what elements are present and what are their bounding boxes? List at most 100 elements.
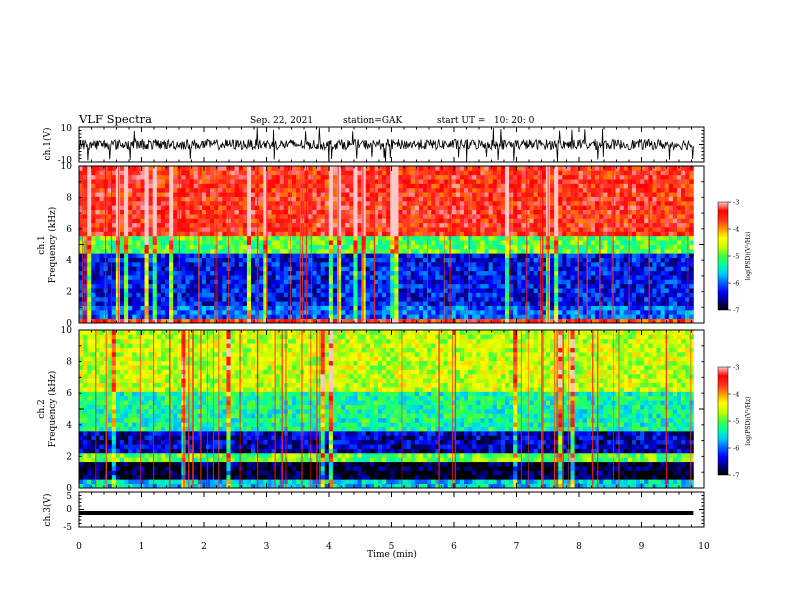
spectrogram-cell bbox=[558, 279, 563, 285]
spectrogram-cell bbox=[124, 279, 129, 285]
spectrogram-cell bbox=[173, 305, 178, 311]
spectrogram-cell bbox=[492, 235, 498, 241]
spectrogram-cell bbox=[386, 314, 391, 320]
spectrogram-cell bbox=[423, 253, 428, 258]
spectrogram-cell bbox=[128, 235, 133, 241]
spectrogram-cell bbox=[337, 261, 342, 267]
spectrogram-cell bbox=[132, 222, 137, 228]
spectrogram-cell bbox=[238, 318, 244, 324]
spectrogram-cell bbox=[464, 174, 469, 180]
spectrogram-cell bbox=[210, 231, 215, 237]
spectrogram-cell bbox=[418, 275, 424, 280]
spectrogram-cell bbox=[529, 275, 535, 280]
spectrogram-cell bbox=[431, 248, 436, 254]
spectrogram-cell bbox=[181, 253, 186, 258]
spectrogram-cell bbox=[111, 209, 117, 215]
spectrogram-cell bbox=[87, 170, 92, 176]
spectrogram-cell bbox=[464, 240, 469, 245]
spectrogram-cell bbox=[287, 257, 293, 263]
spectrogram-cell bbox=[275, 200, 281, 206]
spectrogram-cell bbox=[410, 309, 416, 315]
spectrogram-cell bbox=[509, 196, 514, 202]
spectrogram-cell bbox=[558, 240, 563, 245]
spectrogram-cell bbox=[378, 231, 383, 237]
spectrogram-cell bbox=[525, 253, 530, 258]
spectrogram-cell bbox=[521, 292, 526, 298]
spectrogram-cell bbox=[267, 283, 272, 289]
spectrogram-cell bbox=[599, 196, 604, 202]
spectrogram-cell bbox=[337, 288, 342, 293]
spectrogram-cell bbox=[263, 314, 268, 320]
spectrogram-cell bbox=[95, 170, 100, 176]
spectrogram-cell bbox=[365, 283, 371, 289]
spectrogram-cell bbox=[599, 292, 604, 298]
spectrogram-cell bbox=[291, 248, 297, 254]
spectrogram-cell bbox=[111, 257, 117, 263]
spectrogram-cell bbox=[267, 213, 272, 219]
spectrogram-cell bbox=[365, 174, 371, 180]
spectrogram-cell bbox=[242, 296, 248, 302]
spectrogram-cell bbox=[156, 257, 162, 263]
spectrogram-cell bbox=[517, 314, 522, 320]
spectrogram-cell bbox=[79, 288, 84, 293]
spectrogram-cell bbox=[312, 314, 317, 320]
spectrogram-cell bbox=[242, 248, 248, 254]
spectrogram-cell bbox=[140, 301, 145, 306]
spectrogram-cell bbox=[537, 305, 543, 311]
spectrogram-cell bbox=[488, 240, 494, 245]
spectrogram-cell bbox=[185, 257, 190, 263]
spectrogram-cell bbox=[296, 257, 301, 263]
spectrogram-cell bbox=[488, 296, 494, 302]
spectrogram-cell bbox=[263, 261, 268, 267]
spectrogram-cell bbox=[382, 179, 387, 184]
spectrogram-cell bbox=[357, 240, 363, 245]
spectrogram-cell bbox=[496, 209, 502, 215]
spectrogram-cell bbox=[554, 270, 559, 276]
spectrogram-cell bbox=[558, 192, 563, 197]
spectrogram-cell bbox=[427, 266, 432, 272]
spectrogram-cell bbox=[550, 218, 555, 224]
spectrogram-cell bbox=[87, 296, 92, 302]
spectrogram-cell bbox=[410, 283, 416, 289]
spectrogram-cell bbox=[132, 218, 137, 224]
spectrogram-cell bbox=[193, 248, 199, 254]
spectrogram-cell bbox=[443, 301, 449, 306]
spectrogram-cell bbox=[578, 166, 584, 171]
spectrogram-cell bbox=[369, 227, 375, 232]
spectrogram-cell bbox=[205, 283, 211, 289]
spectrogram-cell bbox=[238, 305, 244, 311]
spectrogram-cell bbox=[152, 231, 158, 237]
spectrogram-cell bbox=[107, 200, 113, 206]
spectrogram-cell bbox=[431, 205, 436, 211]
spectrogram-cell bbox=[160, 170, 166, 176]
spectrogram-cell bbox=[251, 200, 256, 206]
spectrogram-cell bbox=[173, 235, 178, 241]
spectrogram-cell bbox=[513, 205, 518, 211]
spectrogram-cell bbox=[570, 170, 575, 176]
spectrogram-cell bbox=[410, 301, 416, 306]
spectrogram-cell bbox=[488, 235, 494, 241]
spectrogram-cell bbox=[320, 179, 326, 184]
spectrogram-cell bbox=[402, 205, 408, 211]
spectrogram-cell bbox=[140, 205, 145, 211]
spectrogram-cell bbox=[230, 314, 236, 320]
spectrogram-cell bbox=[132, 275, 137, 280]
spectrogram-cell bbox=[509, 200, 514, 206]
spectrogram-cell bbox=[464, 314, 469, 320]
spectrogram-cell bbox=[599, 279, 604, 285]
spectrogram-cell bbox=[312, 187, 317, 193]
spectrogram-cell bbox=[91, 318, 96, 324]
spectrogram-cell bbox=[394, 279, 399, 285]
spectrogram-cell bbox=[205, 205, 211, 211]
spectrogram-cell bbox=[238, 266, 244, 272]
spectrogram-cell bbox=[283, 261, 289, 267]
spectrogram-cell bbox=[169, 275, 174, 280]
spectrogram-cell bbox=[562, 200, 567, 206]
spectrogram-cell bbox=[431, 166, 436, 171]
spectrogram-cell bbox=[578, 200, 584, 206]
spectrogram-cell bbox=[283, 166, 289, 171]
spectrogram-cell bbox=[521, 275, 526, 280]
spectrogram-cell bbox=[390, 174, 395, 180]
spectrogram-cell bbox=[316, 288, 322, 293]
